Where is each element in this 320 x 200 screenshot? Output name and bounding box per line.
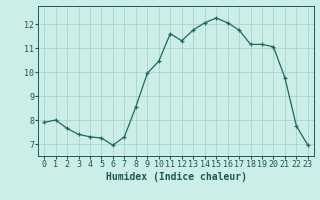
X-axis label: Humidex (Indice chaleur): Humidex (Indice chaleur) xyxy=(106,172,246,182)
